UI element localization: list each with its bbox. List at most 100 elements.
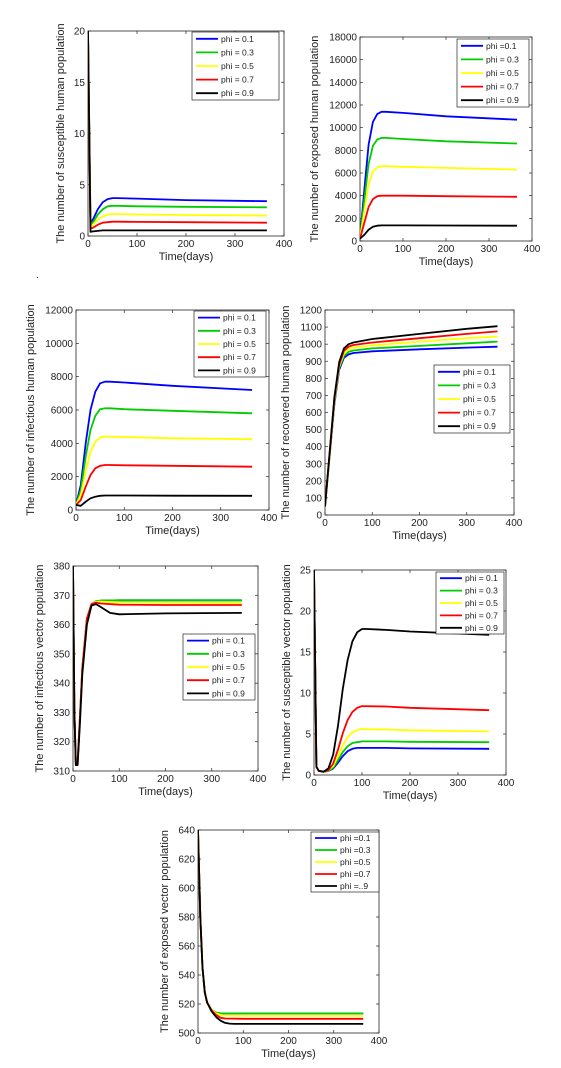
x-tick-label: 300 — [325, 1036, 342, 1047]
y-tick-label: 640 — [178, 826, 195, 837]
y-tick-label: 20 — [300, 607, 312, 618]
x-tick-label: 0 — [322, 518, 328, 529]
y-tick-label: 4000 — [51, 439, 74, 450]
chart-panel-1: 0 100 200 300 400 0 5 10 15 20 Time(days) The numbe… — [55, 23, 293, 263]
x-tick-label: 300 — [212, 513, 229, 524]
x-tick-label: 400 — [250, 774, 267, 785]
x-tick-label: 200 — [411, 518, 428, 529]
x-tick-label: 0 — [73, 513, 79, 524]
y-tick-label: 20 — [74, 27, 86, 38]
legend-label: phi =0.7 — [340, 869, 371, 879]
y-tick-label: 800 — [305, 374, 322, 385]
y-tick-label: 0 — [67, 506, 73, 517]
series-line-5 — [314, 570, 490, 773]
x-tick-label: 400 — [276, 239, 293, 250]
y-tick-label: 340 — [53, 679, 70, 690]
legend: phi = 0.1 phi = 0.3 phi = 0.5 phi = 0.7 phi … — [435, 571, 505, 635]
y-tick-label: 16000 — [329, 55, 357, 66]
y-tick-label: 25 — [300, 566, 312, 577]
legend-label: phi = 0.1 — [223, 313, 256, 323]
x-tick-label: 200 — [402, 778, 419, 789]
x-axis-label: Time(days) — [419, 256, 474, 268]
chart-panel-6: 0 100 200 300 400 0 5 10 15 20 25 Time(days) The num… — [281, 564, 515, 802]
legend-label: phi =0.5 — [340, 857, 371, 867]
y-tick-label: 14000 — [329, 78, 357, 89]
y-axis-label: The number of recovered human population — [280, 305, 292, 519]
x-axis-label: Time(days) — [392, 530, 447, 542]
legend-label: phi = 0.7 — [465, 610, 498, 620]
series-line-1 — [360, 110, 518, 239]
legend-label: phi = 0.7 — [486, 82, 519, 92]
series-line-5 — [198, 830, 364, 1025]
x-tick-label: 0 — [85, 239, 91, 250]
x-tick-label: 400 — [524, 244, 541, 255]
legend-label: phi = 0.5 — [212, 662, 245, 672]
legend-label: phi = 0.1 — [221, 34, 254, 44]
x-tick-label: 0 — [70, 774, 76, 785]
x-tick-label: 100 — [129, 239, 146, 250]
legend-label: phi = 0.5 — [221, 61, 254, 71]
legend-label: phi = 0.3 — [463, 380, 496, 390]
series-line-4 — [360, 194, 518, 239]
y-tick-label: 310 — [53, 767, 70, 778]
series-line-1 — [76, 380, 253, 506]
legend-label: phi = 0.9 — [221, 88, 254, 98]
x-tick-label: 300 — [450, 778, 467, 789]
y-tick-label: 100 — [305, 493, 322, 504]
y-axis-label: The number of susceptible human populati… — [55, 23, 67, 243]
legend-label: phi = 0.5 — [486, 68, 519, 78]
legend-label: phi =0.3 — [340, 845, 371, 855]
series-line-5 — [76, 494, 253, 507]
y-tick-label: 620 — [178, 855, 195, 866]
legend-label: phi = 0.3 — [465, 586, 498, 596]
x-tick-label: 100 — [111, 774, 128, 785]
x-tick-label: 200 — [438, 244, 455, 255]
chart-panel-7: 0 100 200 300 400 500 520 540 560 580 600 620 640 Tim… — [159, 826, 388, 1061]
legend-label: phi = 0.7 — [212, 675, 245, 685]
legend-label: phi = 0.7 — [221, 75, 254, 85]
series-line-3 — [88, 31, 267, 228]
stray-mark: . — [36, 270, 39, 281]
y-tick-label: 18000 — [329, 33, 357, 44]
y-tick-label: 350 — [53, 649, 70, 660]
series-line-1 — [88, 31, 267, 224]
legend-label: phi = 0.3 — [486, 54, 519, 64]
y-tick-label: 700 — [305, 391, 322, 402]
y-tick-label: 12000 — [45, 306, 73, 317]
y-tick-label: 5 — [79, 180, 85, 191]
legend: phi = 0.1 phi = 0.3 phi = 0.5 phi = 0.7 phi … — [433, 364, 511, 434]
y-tick-label: 300 — [305, 459, 322, 470]
series-line-4 — [76, 464, 253, 506]
y-tick-label: 0 — [79, 232, 85, 243]
y-tick-label: 1100 — [300, 323, 322, 334]
y-tick-label: 500 — [178, 1029, 195, 1040]
y-tick-label: 370 — [53, 591, 70, 602]
y-tick-label: 520 — [178, 1000, 195, 1011]
legend: phi = 0.1 phi = 0.3 phi = 0.5 phi = 0.7 phi … — [193, 310, 267, 378]
y-tick-label: 600 — [178, 884, 195, 895]
legend-label: phi = 0.9 — [486, 95, 519, 105]
series-line-5 — [88, 31, 267, 233]
y-tick-label: 6000 — [51, 406, 74, 417]
series-line-2 — [360, 136, 518, 239]
legend: phi =0.1 phi =0.3 phi =0.5 phi =0.7 phi =..9 — [310, 831, 380, 893]
y-axis-label: The number of infectious vector populati… — [34, 565, 46, 773]
series-line-2 — [76, 407, 253, 506]
series-line-3 — [76, 435, 253, 506]
series-line-3 — [360, 165, 518, 239]
y-tick-label: 380 — [53, 562, 70, 573]
y-tick-label: 200 — [305, 476, 322, 487]
x-tick-label: 100 — [354, 778, 371, 789]
legend-label: phi =0.1 — [486, 41, 517, 51]
y-tick-label: 2000 — [335, 214, 358, 225]
y-tick-label: 560 — [178, 942, 195, 953]
y-tick-label: 2000 — [51, 472, 74, 483]
y-tick-label: 0 — [316, 511, 322, 522]
y-tick-label: 6000 — [335, 169, 358, 180]
x-tick-label: 400 — [498, 778, 515, 789]
x-tick-label: 0 — [311, 778, 317, 789]
legend-label: phi = 0.7 — [223, 352, 256, 362]
legend: phi = 0.1 phi = 0.3 phi = 0.5 phi = 0.7 phi … — [191, 31, 280, 101]
series-line-5 — [360, 224, 518, 240]
y-tick-label: 580 — [178, 913, 195, 924]
